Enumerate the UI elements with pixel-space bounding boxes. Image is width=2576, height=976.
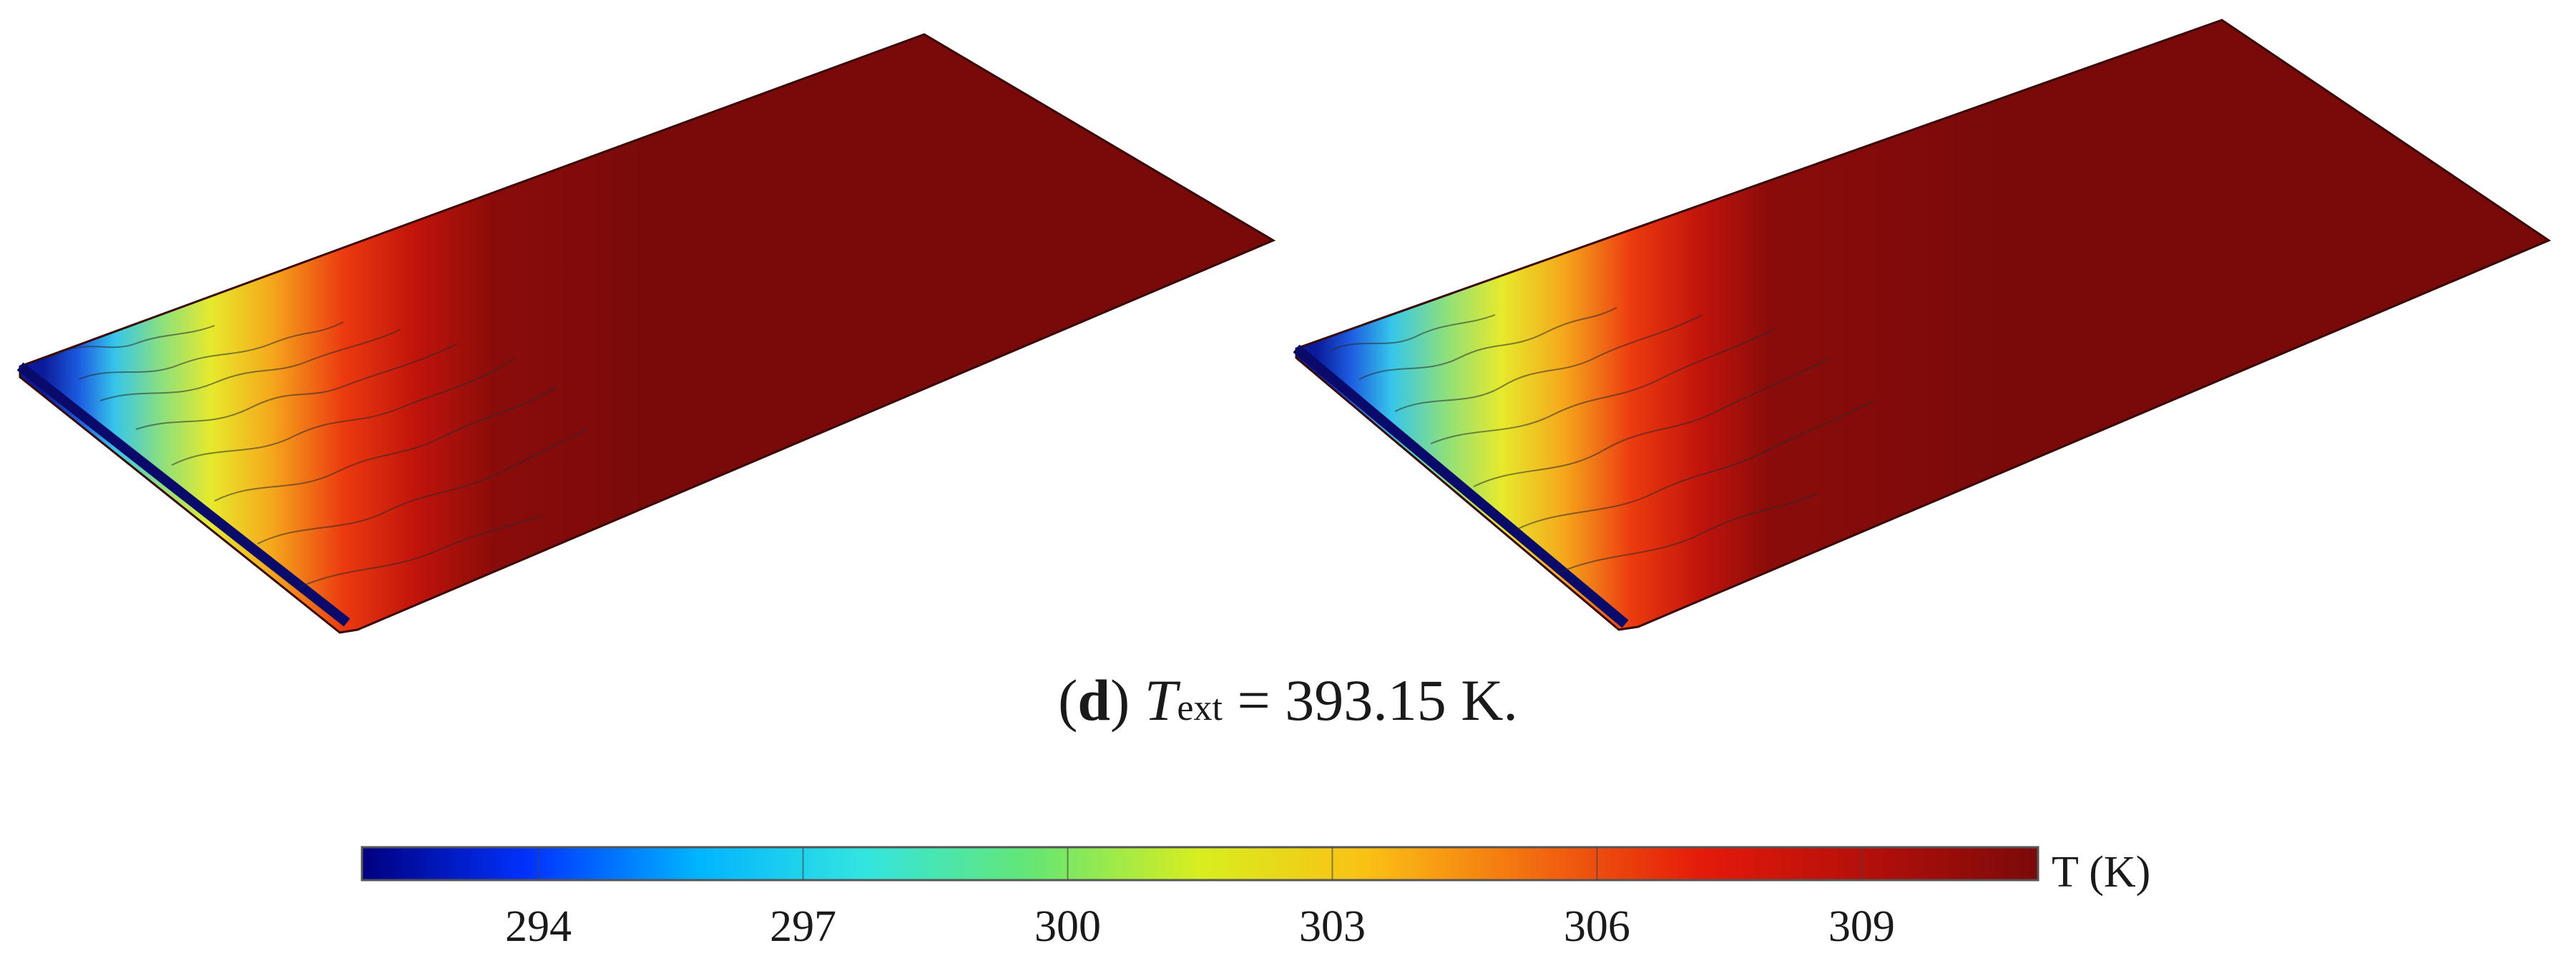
right-plate-front-edge [1293, 344, 1629, 628]
colorbar-tick-label: 297 [770, 902, 837, 951]
colorbar-ticks [537, 847, 1863, 880]
colorbar-tick-label: 306 [1563, 902, 1630, 951]
colorbar-tick-label: 300 [1034, 902, 1102, 951]
colorbar-tick-label: 294 [505, 902, 572, 951]
caption-symbol: T [1144, 668, 1177, 733]
colorbar-gradient [361, 846, 2039, 882]
caption-panel-letter: d [1077, 668, 1110, 733]
left-plate-surface [19, 33, 1276, 634]
right-plate-surface [1295, 19, 2552, 631]
caption-subscript: ext [1177, 688, 1223, 728]
left-plate-isotherms [49, 321, 587, 587]
colorbar-tick-label: 303 [1298, 902, 1366, 951]
colorbar-label: T (K) [2052, 848, 2151, 897]
caption-value: 393.15 K. [1285, 668, 1518, 733]
right-plate-isotherms [1330, 307, 1875, 573]
colorbar [361, 846, 2039, 882]
caption-equals: = [1222, 668, 1285, 733]
right-plate [1293, 19, 2552, 631]
colorbar-tick-label: 309 [1828, 902, 1895, 951]
left-plate-front-edge [16, 362, 351, 627]
figure-caption: (d) Text = 393.15 K. [1058, 668, 1518, 733]
left-plate [16, 33, 1276, 634]
